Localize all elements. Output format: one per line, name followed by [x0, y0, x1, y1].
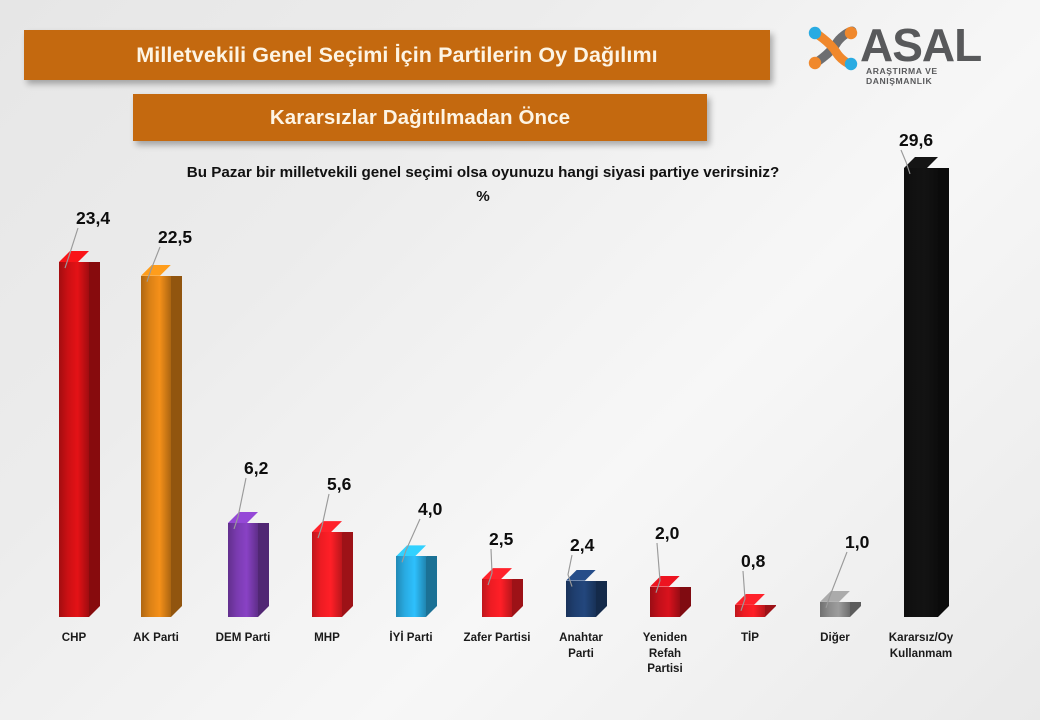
value-label-zafer-partisi: 2,5	[489, 529, 514, 549]
bar-dem-parti[interactable]	[228, 523, 258, 617]
bar-front-face	[141, 275, 171, 617]
bar-top-face	[228, 512, 258, 523]
category-label-mhp: MHP	[314, 631, 340, 644]
bar-side-face	[512, 579, 523, 617]
bar-top-face	[566, 570, 596, 581]
value-label-kararsız/oy-kullanmam: 29,6	[899, 130, 934, 150]
value-label-ak-parti: 22,5	[158, 227, 193, 247]
bar-side-face	[258, 523, 269, 617]
bar-top-face	[59, 251, 89, 262]
bar-yeniden-refah-partisi[interactable]	[650, 587, 680, 617]
bar-anahtar-parti[interactable]	[566, 581, 596, 617]
survey-question: Bu Pazar bir milletvekili genel seçimi o…	[186, 164, 780, 181]
value-label-i̇yi̇-parti: 4,0	[418, 499, 443, 519]
value-label-mhp: 5,6	[327, 474, 352, 494]
bar-side-face	[596, 581, 607, 617]
chart-title-banner: Milletvekili Genel Seçimi İçin Partileri…	[24, 30, 770, 80]
bar-side-face	[342, 532, 353, 617]
bar-zafer-partisi[interactable]	[482, 579, 512, 617]
bar-front-face	[59, 262, 89, 617]
bar-i̇yi̇-parti[interactable]	[396, 556, 426, 617]
value-label-ti̇p: 0,8	[741, 551, 766, 571]
bar-side-face	[89, 262, 100, 617]
bar-front-face	[566, 580, 596, 617]
asal-logo-mark-icon	[806, 24, 860, 72]
bar-top-face	[904, 157, 938, 168]
bar-front-face	[820, 601, 850, 617]
bar-side-face	[680, 587, 691, 617]
bar-front-face	[396, 556, 426, 617]
asal-tagline: ARAŞTIRMA VE DANIŞMANLIK	[866, 66, 938, 86]
bar-top-face	[396, 545, 426, 556]
value-label-anahtar-parti: 2,4	[570, 535, 595, 555]
category-label-ti̇p: TİP	[740, 631, 760, 644]
category-label-ak-parti: AK Parti	[133, 631, 179, 644]
bar-top-face	[650, 576, 680, 587]
category-label-anahtar-parti: Anahtar Parti	[559, 631, 603, 660]
category-label-i̇yi̇-parti: İYİ Parti	[389, 631, 433, 644]
bar-front-face	[482, 579, 512, 617]
bar-mhp[interactable]	[312, 532, 342, 617]
asal-wordmark: ASAL	[860, 19, 982, 71]
bar-top-face	[820, 591, 850, 602]
asal-logo: ASAL ARAŞTIRMA VE DANIŞMANLIK	[806, 19, 1006, 86]
category-label-chp: CHP	[61, 631, 87, 644]
chart-subtitle-banner: Kararsızlar Dağıtılmadan Önce	[133, 94, 707, 141]
bar-top-face	[735, 594, 765, 605]
category-label-zafer-partisi: Zafer Partisi	[463, 631, 531, 644]
value-label-yeniden-refah-partisi: 2,0	[655, 523, 680, 543]
value-label-dem-parti: 6,2	[244, 458, 269, 478]
bar-front-face	[228, 522, 258, 617]
bar-side-face	[171, 276, 182, 617]
category-label-diğer: Diğer	[820, 631, 850, 644]
unit-label: %	[476, 188, 490, 205]
bar-top-face	[141, 265, 171, 276]
value-label-chp: 23,4	[76, 208, 111, 228]
category-label-kararsız-oy-kullanmam: Kararsız/Oy Kullanmam	[888, 631, 954, 660]
bar-front-face	[650, 586, 680, 617]
bar-front-face	[312, 532, 342, 617]
bar-side-face	[938, 168, 949, 617]
bar-top-face	[482, 568, 512, 579]
bar-front-face	[904, 167, 938, 617]
category-label-dem-parti: DEM Parti	[215, 631, 271, 644]
value-label-diğer: 1,0	[845, 532, 870, 552]
bar-chp[interactable]	[59, 262, 89, 617]
bar-kararsız/oy-kullanmam[interactable]	[904, 168, 938, 617]
bar-side-face	[850, 602, 861, 617]
bar-side-face	[426, 556, 437, 617]
bar-top-face	[312, 521, 342, 532]
category-label-yeniden-refah-partisi: Yeniden Refah Partisi	[642, 631, 688, 675]
bar-diğer[interactable]	[820, 602, 850, 617]
bar-ak-parti[interactable]	[141, 276, 171, 617]
bar-side-face	[765, 605, 776, 617]
